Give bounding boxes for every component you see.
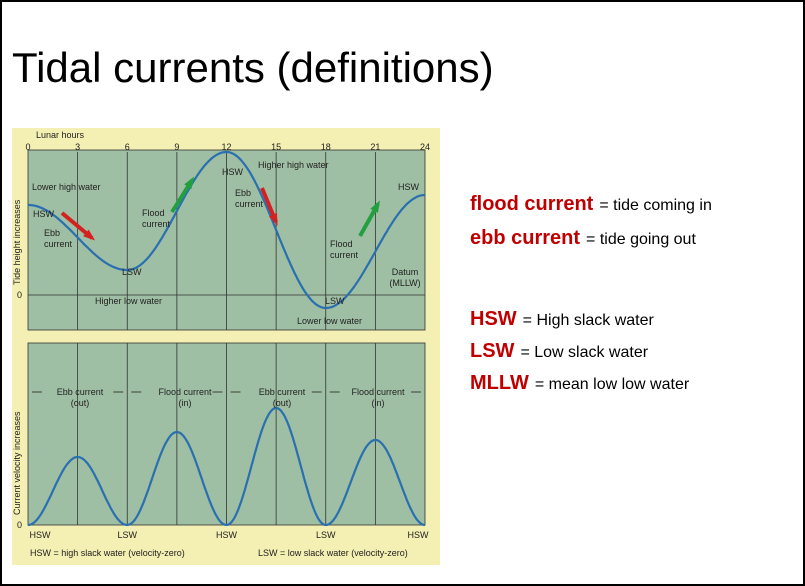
definition-text: = tide coming in	[599, 197, 712, 214]
hour-label: 0	[25, 142, 30, 152]
arrow-head	[83, 229, 96, 241]
definition: flood current = tide coming in	[470, 193, 712, 215]
slack-label: LSW	[316, 530, 336, 540]
y-axis-title: Tide height increases	[12, 199, 22, 285]
hour-label: 9	[174, 142, 179, 152]
caption: LSW = low slack water (velocity-zero)	[258, 548, 408, 558]
definition-term: flood current	[470, 193, 594, 215]
slide-title: Tidal currents (definitions)	[12, 44, 494, 91]
zero-label: 0	[17, 290, 22, 300]
definition: LSW = Low slack water	[470, 340, 649, 362]
phase-label: (out)	[71, 398, 90, 408]
tide-label: Flood	[142, 208, 165, 218]
definition-text: = tide going out	[586, 231, 696, 248]
phase-label: Flood current	[351, 387, 405, 397]
tide-label: Lower low water	[297, 316, 362, 326]
definition-term: HSW	[470, 308, 517, 330]
figure: 0 3 6 9 12 15 18 21 24 Lunar hours Tide height inc…	[12, 130, 430, 558]
tide-label: Datum	[392, 267, 419, 277]
zero-label: 0	[17, 520, 22, 530]
tide-label: Ebb	[44, 228, 60, 238]
definition: ebb current = tide going out	[470, 227, 696, 249]
arrow-head	[269, 213, 278, 226]
velocity-curve	[27, 406, 426, 527]
arrow-head	[184, 176, 195, 189]
definitions: flood current = tide coming in ebb current…	[470, 193, 712, 394]
tide-label: Ebb	[235, 188, 251, 198]
definition-text: = High slack water	[523, 312, 655, 329]
slack-label: LSW	[117, 530, 137, 540]
tide-label: current	[330, 250, 359, 260]
definition-term: MLLW	[470, 372, 529, 394]
hour-label: 18	[321, 142, 331, 152]
tide-label: current	[235, 199, 264, 209]
phase-label: (in)	[179, 398, 192, 408]
tide-label: current	[142, 219, 171, 229]
phase-label: (in)	[372, 398, 385, 408]
tide-label: (MLLW)	[389, 278, 420, 288]
definition-text: = Low slack water	[520, 344, 648, 361]
slack-label: HSW	[408, 530, 430, 540]
definition-text: = mean low low water	[535, 376, 690, 393]
phase-label: Ebb current	[57, 387, 104, 397]
tide-label: current	[44, 239, 73, 249]
definition: MLLW = mean low low water	[470, 372, 690, 394]
definition-term: LSW	[470, 340, 515, 362]
hour-label: 21	[370, 142, 380, 152]
tide-label: LSW	[122, 267, 142, 277]
hour-label: 3	[75, 142, 80, 152]
slack-label: HSW	[30, 530, 52, 540]
tide-curve	[28, 150, 426, 310]
phase-label: (out)	[273, 398, 292, 408]
tide-label: Lower high water	[32, 182, 101, 192]
hour-label: 12	[221, 142, 231, 152]
y-axis-title: Current velocity increases	[12, 411, 22, 515]
tide-label: Higher high water	[258, 160, 329, 170]
tide-label: HSW	[398, 182, 420, 192]
definition-term: ebb current	[470, 227, 580, 249]
slack-label: HSW	[216, 530, 238, 540]
tide-label: Higher low water	[95, 296, 162, 306]
caption: HSW = high slack water (velocity-zero)	[30, 548, 185, 558]
tide-label: HSW	[33, 209, 55, 219]
phase-label: Ebb current	[259, 387, 306, 397]
hour-label: 15	[271, 142, 281, 152]
x-axis-title: Lunar hours	[36, 130, 85, 140]
hour-label: 6	[125, 142, 130, 152]
definition: HSW = High slack water	[470, 308, 655, 330]
tide-label: HSW	[222, 167, 244, 177]
phase-label: Flood current	[158, 387, 212, 397]
tide-label: Flood	[330, 239, 353, 249]
arrow-head	[370, 200, 380, 213]
hour-label: 24	[420, 142, 430, 152]
tide-label: LSW	[325, 296, 345, 306]
